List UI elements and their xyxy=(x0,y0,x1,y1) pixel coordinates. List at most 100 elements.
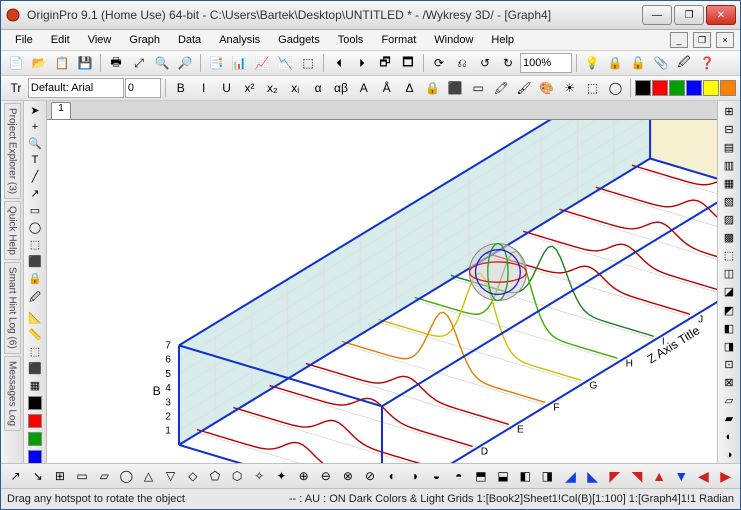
3d-btn-7[interactable]: ▶ xyxy=(715,465,736,487)
format-btn-17[interactable]: ☀ xyxy=(559,77,581,99)
tool-btn-0[interactable]: ➤ xyxy=(25,103,45,118)
layout-btn-13[interactable]: ◨ xyxy=(719,338,739,354)
tool-btn-10[interactable]: 🔒 xyxy=(25,271,45,286)
format-btn-2[interactable]: U xyxy=(216,77,238,99)
menu-tools[interactable]: Tools xyxy=(330,32,372,48)
3d-btn-1[interactable]: ◣ xyxy=(582,465,603,487)
tool-btn-9[interactable]: ⬛ xyxy=(25,254,45,269)
toolbar-btn-3[interactable]: 💾 xyxy=(74,52,96,74)
color-swatch-4[interactable] xyxy=(703,80,719,96)
tool-btn-6[interactable]: ▭ xyxy=(25,203,45,218)
graph-btn-18[interactable]: ◑ xyxy=(404,465,425,487)
tool-btn-2[interactable]: 🔍 xyxy=(25,136,45,151)
graph-btn-5[interactable]: ◯ xyxy=(116,465,137,487)
graph-btn-22[interactable]: ⬓ xyxy=(492,465,513,487)
tool-btn-5[interactable]: ↗ xyxy=(25,186,45,201)
layout-btn-5[interactable]: ▧ xyxy=(719,193,739,209)
tool-btn-12[interactable]: 📐 xyxy=(25,310,45,325)
toolbar-btn-7[interactable]: 🔎 xyxy=(174,52,196,74)
layout-btn-8[interactable]: ⬚ xyxy=(719,248,739,264)
graph-btn-1[interactable]: ↘ xyxy=(27,465,48,487)
menu-edit[interactable]: Edit xyxy=(43,32,78,48)
layout-btn-10[interactable]: ◪ xyxy=(719,284,739,300)
toolbar-btn-10[interactable]: 📈 xyxy=(251,52,273,74)
maximize-button[interactable]: ❐ xyxy=(674,5,704,25)
toolbar-btn-18[interactable]: ⎌ xyxy=(451,52,473,74)
menu-analysis[interactable]: Analysis xyxy=(211,32,268,48)
palette-0[interactable] xyxy=(25,395,45,411)
tool-btn-15[interactable]: ⬛ xyxy=(25,361,45,376)
graph-btn-23[interactable]: ◧ xyxy=(515,465,536,487)
layout-btn-7[interactable]: ▩ xyxy=(719,230,739,246)
format-btn-5[interactable]: xᵢ xyxy=(284,77,306,99)
graph-btn-19[interactable]: ◒ xyxy=(426,465,447,487)
toolbar-btn-15[interactable]: 🗗 xyxy=(374,52,396,74)
font-size-combo[interactable] xyxy=(125,78,161,98)
toolbar-btn-9[interactable]: 📊 xyxy=(228,52,250,74)
layout-btn-17[interactable]: ▰ xyxy=(719,411,739,427)
palette-2[interactable] xyxy=(25,431,45,447)
3d-btn-3[interactable]: ◥ xyxy=(626,465,647,487)
format-btn-13[interactable]: ▭ xyxy=(467,77,489,99)
toolbar-btn-12[interactable]: ⬚ xyxy=(297,52,319,74)
graph-btn-7[interactable]: ▽ xyxy=(160,465,181,487)
toolbar-tail-4[interactable]: 🖉 xyxy=(673,52,695,74)
3d-btn-2[interactable]: ◤ xyxy=(604,465,625,487)
graph-btn-21[interactable]: ⬒ xyxy=(470,465,491,487)
graph-btn-10[interactable]: ⬡ xyxy=(227,465,248,487)
graph-btn-6[interactable]: △ xyxy=(138,465,159,487)
format-btn-11[interactable]: 🔒 xyxy=(422,77,444,99)
format-btn-19[interactable]: ◯ xyxy=(605,77,627,99)
layout-btn-0[interactable]: ⊞ xyxy=(719,103,739,119)
panel-tab-messages-log[interactable]: Messages Log xyxy=(4,356,21,431)
toolbar-btn-16[interactable]: 🗖 xyxy=(397,52,419,74)
graph-btn-3[interactable]: ▭ xyxy=(71,465,92,487)
color-swatch-5[interactable] xyxy=(720,80,736,96)
toolbar-btn-4[interactable]: 🖶 xyxy=(105,52,127,74)
layout-btn-16[interactable]: ▱ xyxy=(719,393,739,409)
tool-btn-16[interactable]: ▦ xyxy=(25,378,45,393)
graph-btn-2[interactable]: ⊞ xyxy=(49,465,70,487)
zoom-combo[interactable] xyxy=(520,53,572,73)
tool-btn-3[interactable]: T xyxy=(25,153,45,167)
font-name-combo[interactable] xyxy=(28,78,124,98)
graph-btn-4[interactable]: ▱ xyxy=(94,465,115,487)
graph-btn-24[interactable]: ◨ xyxy=(537,465,558,487)
layout-btn-1[interactable]: ⊟ xyxy=(719,121,739,137)
tool-btn-7[interactable]: ◯ xyxy=(25,220,45,235)
tool-btn-1[interactable]: + xyxy=(25,120,45,134)
toolbar-btn-5[interactable]: ⤢ xyxy=(128,52,150,74)
format-btn-16[interactable]: 🎨 xyxy=(536,77,558,99)
graph-btn-9[interactable]: ⬠ xyxy=(204,465,225,487)
menu-help[interactable]: Help xyxy=(483,32,522,48)
color-swatch-2[interactable] xyxy=(669,80,685,96)
document-tab[interactable]: 1 xyxy=(51,102,71,119)
layout-btn-6[interactable]: ▨ xyxy=(719,212,739,228)
color-swatch-0[interactable] xyxy=(635,80,651,96)
format-btn-12[interactable]: ⬛ xyxy=(444,77,466,99)
graph-canvas[interactable]: 1234567B20406080100ABCDEFGHIJKLMNZ Axis … xyxy=(47,120,717,463)
3d-btn-6[interactable]: ◀ xyxy=(693,465,714,487)
graph-btn-20[interactable]: ◓ xyxy=(448,465,469,487)
format-btn-15[interactable]: 🖌 xyxy=(513,77,535,99)
toolbar-tail-5[interactable]: ❓ xyxy=(696,52,718,74)
layout-btn-12[interactable]: ◧ xyxy=(719,320,739,336)
tool-btn-11[interactable]: 🖉 xyxy=(25,288,45,308)
format-btn-1[interactable]: I xyxy=(193,77,215,99)
close-button[interactable]: ✕ xyxy=(706,5,736,25)
format-btn-0[interactable]: B xyxy=(170,77,192,99)
panel-tab-quick-help[interactable]: Quick Help xyxy=(4,201,21,260)
graph-btn-12[interactable]: ✦ xyxy=(271,465,292,487)
graph-btn-17[interactable]: ◐ xyxy=(382,465,403,487)
layout-btn-3[interactable]: ▥ xyxy=(719,157,739,173)
toolbar-btn-19[interactable]: ↺ xyxy=(474,52,496,74)
format-btn-9[interactable]: Å xyxy=(376,77,398,99)
layout-btn-11[interactable]: ◩ xyxy=(719,302,739,318)
3d-btn-5[interactable]: ▼ xyxy=(671,465,692,487)
color-swatch-3[interactable] xyxy=(686,80,702,96)
layout-btn-15[interactable]: ⊠ xyxy=(719,374,739,390)
menu-graph[interactable]: Graph xyxy=(121,32,168,48)
menu-gadgets[interactable]: Gadgets xyxy=(270,32,328,48)
palette-1[interactable] xyxy=(25,413,45,429)
graph-btn-8[interactable]: ◇ xyxy=(182,465,203,487)
